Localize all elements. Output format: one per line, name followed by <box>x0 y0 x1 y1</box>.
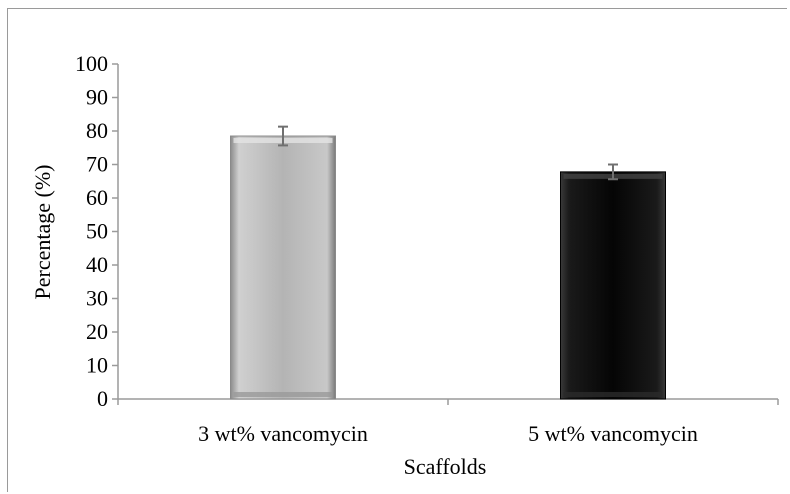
y-tick-label: 20 <box>86 319 108 344</box>
y-tick-label: 0 <box>97 386 108 411</box>
y-tick-label: 50 <box>86 219 108 244</box>
error-bar <box>278 125 288 147</box>
y-tick-label: 10 <box>86 353 108 378</box>
x-tick-label: 5 wt% vancomycin <box>528 421 698 446</box>
y-tick-label: 100 <box>75 51 108 76</box>
bars <box>230 125 666 400</box>
bar-group <box>230 135 336 400</box>
x-axis: 3 wt% vancomycin 5 wt% vancomycin <box>117 398 779 446</box>
y-tick-label: 80 <box>86 118 108 143</box>
y-tick-label: 30 <box>86 286 108 311</box>
x-axis-title: Scaffolds <box>404 454 487 479</box>
x-tick-label: 3 wt% vancomycin <box>198 421 368 446</box>
bar-bevel <box>233 392 333 397</box>
y-tick-label: 60 <box>86 185 108 210</box>
y-tick-label: 90 <box>86 85 108 110</box>
error-bar <box>608 163 618 181</box>
bar <box>560 171 666 400</box>
chart-frame <box>7 8 787 492</box>
bar-group <box>560 171 666 400</box>
bar-bevel <box>563 392 663 397</box>
bar <box>230 135 336 400</box>
y-axis: 0 10 20 30 40 50 60 70 80 90 100 <box>75 51 119 411</box>
y-tick-label: 40 <box>86 252 108 277</box>
y-tick-label: 70 <box>86 152 108 177</box>
y-axis-title: Percentage (%) <box>30 165 55 300</box>
